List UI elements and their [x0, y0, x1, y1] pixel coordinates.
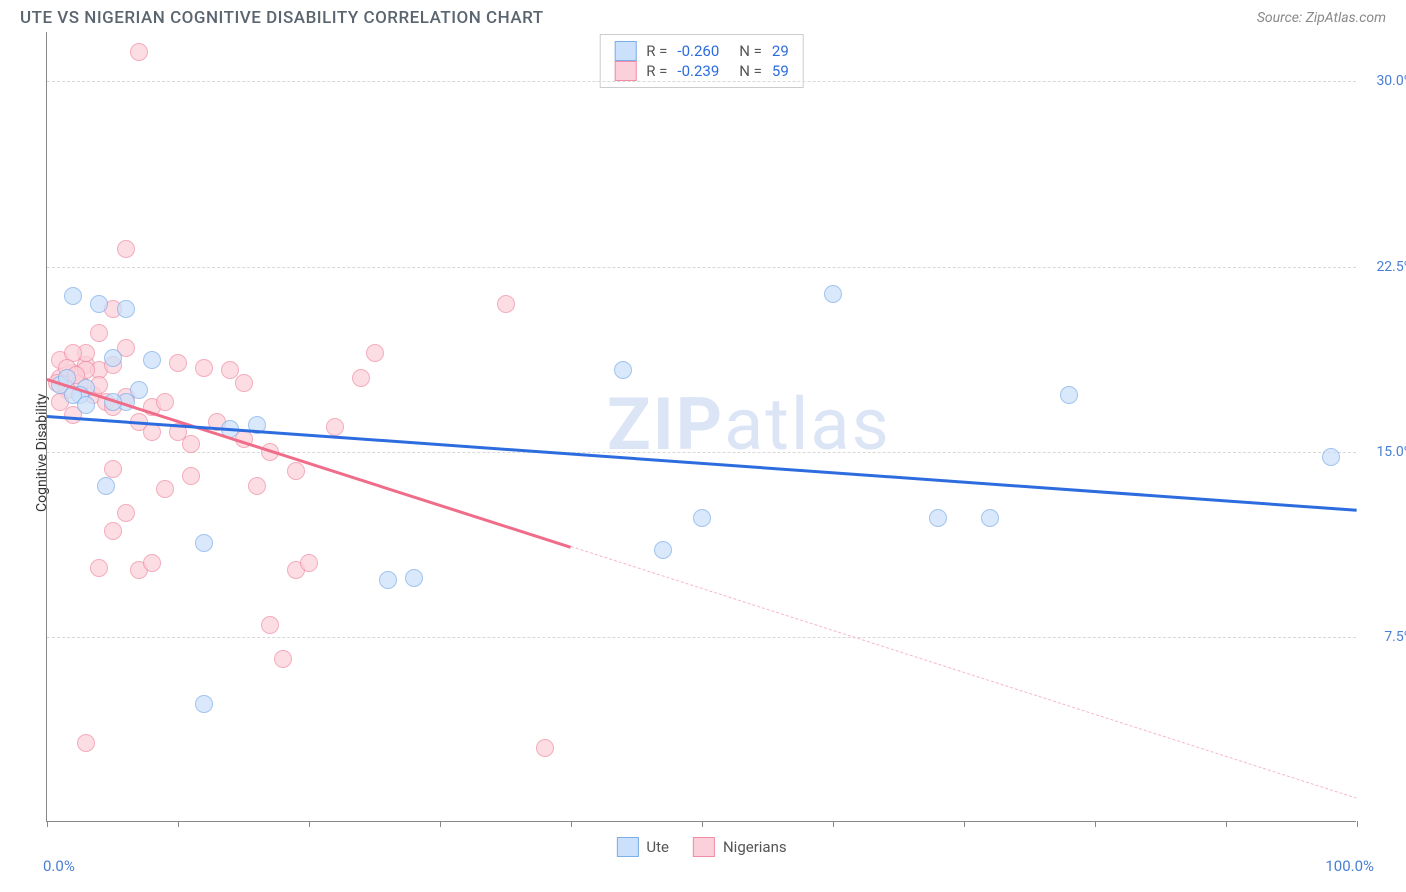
data-point [366, 344, 384, 362]
x-tick [1357, 821, 1358, 827]
x-tick [309, 821, 310, 827]
data-point [77, 734, 95, 752]
stat-label: N = [739, 62, 762, 80]
data-point [300, 554, 318, 572]
data-point [654, 541, 672, 559]
grid-line [47, 267, 1356, 268]
x-tick [1226, 821, 1227, 827]
stat-label: R = [646, 62, 667, 80]
swatch-ute [614, 41, 636, 61]
data-point [130, 381, 148, 399]
x-tick [702, 821, 703, 827]
data-point [117, 240, 135, 258]
x-tick [833, 821, 834, 827]
data-point [287, 462, 305, 480]
stat-n-nigerians: 59 [772, 62, 789, 80]
data-point [97, 477, 115, 495]
data-point [90, 295, 108, 313]
watermark-logo: ZIPatlas [607, 382, 891, 467]
x-tick [964, 821, 965, 827]
trend-line [47, 415, 1357, 511]
data-point [929, 509, 947, 527]
data-point [104, 349, 122, 367]
data-point [117, 504, 135, 522]
data-point [104, 460, 122, 478]
data-point [117, 300, 135, 318]
trend-line [571, 546, 1357, 799]
data-point [143, 351, 161, 369]
x-tick [178, 821, 179, 827]
y-tick-label: 15.0% [1376, 444, 1406, 460]
grid-line [47, 452, 1356, 453]
grid-line [47, 637, 1356, 638]
data-point [693, 509, 711, 527]
stat-r-ute: -0.260 [677, 42, 719, 60]
y-tick-label: 22.5% [1376, 259, 1406, 275]
data-point [248, 477, 266, 495]
data-point [1060, 386, 1078, 404]
data-point [182, 435, 200, 453]
data-point [536, 739, 554, 757]
x-tick [47, 821, 48, 827]
series-legend: Ute Nigerians [616, 837, 786, 857]
data-point [130, 43, 148, 61]
swatch-ute [616, 837, 638, 857]
stat-n-ute: 29 [772, 42, 789, 60]
data-point [64, 287, 82, 305]
data-point [90, 559, 108, 577]
data-point [195, 695, 213, 713]
data-point [497, 295, 515, 313]
data-point [352, 369, 370, 387]
chart-title: UTE VS NIGERIAN COGNITIVE DISABILITY COR… [20, 8, 544, 28]
swatch-nigerians [693, 837, 715, 857]
legend-item-ute: Ute [616, 837, 669, 857]
data-point [1322, 448, 1340, 466]
data-point [235, 374, 253, 392]
data-point [143, 554, 161, 572]
grid-line [47, 81, 1356, 82]
source-attribution: Source: ZipAtlas.com [1257, 10, 1386, 26]
chart-container: Cognitive Disability ZIPatlas R = -0.260… [46, 32, 1386, 832]
chart-header: UTE VS NIGERIAN COGNITIVE DISABILITY COR… [0, 0, 1406, 32]
x-tick [571, 821, 572, 827]
legend-label: Ute [646, 838, 669, 856]
x-tick [440, 821, 441, 827]
data-point [981, 509, 999, 527]
data-point [143, 423, 161, 441]
stat-label: R = [646, 42, 667, 60]
data-point [195, 534, 213, 552]
data-point [379, 571, 397, 589]
data-point [195, 359, 213, 377]
data-point [156, 393, 174, 411]
x-label-max: 100.0% [1325, 857, 1374, 875]
data-point [90, 324, 108, 342]
stats-row-ute: R = -0.260 N = 29 [614, 41, 789, 61]
legend-item-nigerians: Nigerians [693, 837, 787, 857]
swatch-nigerians [614, 61, 636, 81]
data-point [104, 522, 122, 540]
data-point [182, 467, 200, 485]
x-tick [1095, 821, 1096, 827]
stat-r-nigerians: -0.239 [677, 62, 719, 80]
data-point [326, 418, 344, 436]
data-point [824, 285, 842, 303]
stat-label: N = [739, 42, 762, 60]
data-point [405, 569, 423, 587]
data-point [261, 616, 279, 634]
y-tick-label: 7.5% [1384, 629, 1406, 645]
data-point [77, 396, 95, 414]
stats-row-nigerians: R = -0.239 N = 59 [614, 61, 789, 81]
stats-legend: R = -0.260 N = 29 R = -0.239 N = 59 [599, 34, 804, 88]
data-point [274, 650, 292, 668]
data-point [156, 480, 174, 498]
plot-area: ZIPatlas R = -0.260 N = 29 R = -0.239 N … [46, 32, 1356, 822]
x-label-min: 0.0% [43, 857, 75, 875]
legend-label: Nigerians [723, 838, 787, 856]
data-point [614, 361, 632, 379]
data-point [169, 354, 187, 372]
y-tick-label: 30.0% [1376, 73, 1406, 89]
